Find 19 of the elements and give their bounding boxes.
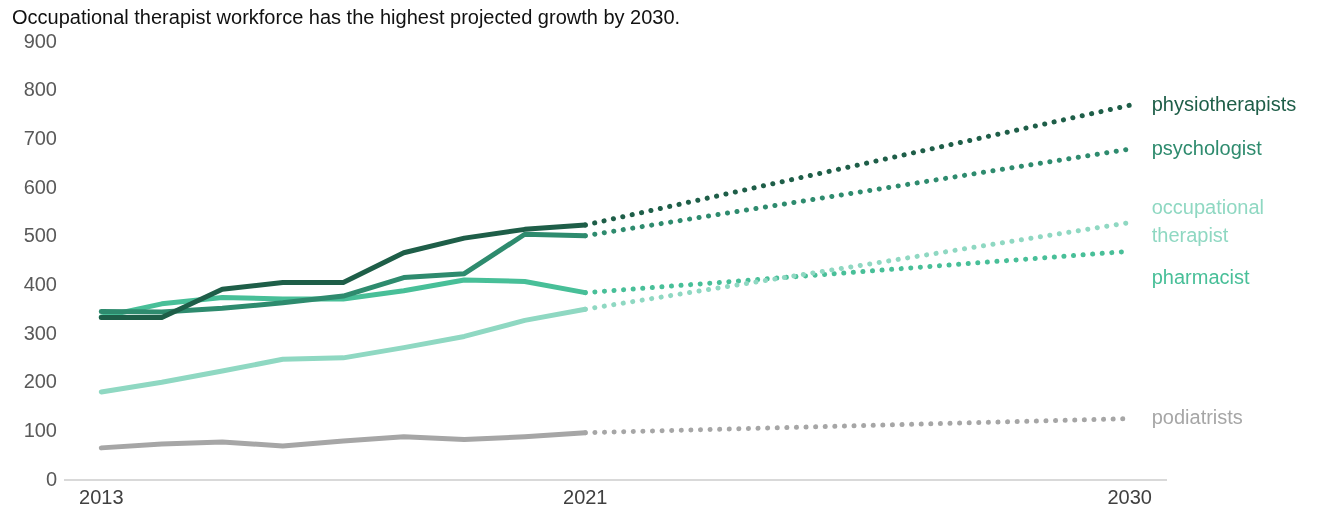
y-tick-label: 400 [23,272,57,295]
series-label: podiatrists [1151,406,1243,429]
y-tick-label: 800 [23,78,57,101]
y-tick-label: 600 [23,175,57,198]
series-label: psychologist [1151,136,1263,159]
y-tick-label: 900 [23,29,57,52]
chart-title: Occupational therapist workforce has the highest projected growth by 2030. [12,6,681,29]
y-tick-label: 0 [45,467,57,490]
y-tick-label: 100 [23,418,57,441]
x-tick-label: 2013 [79,485,124,508]
series-label: pharmacist [1151,266,1250,289]
series-label: physiotherapists [1151,92,1297,115]
series-label: occupational therapist [1151,196,1265,247]
y-tick-label: 200 [23,370,57,393]
y-tick-label: 300 [23,321,57,344]
x-tick-label: 2021 [563,485,608,508]
y-tick-label: 700 [23,126,57,149]
x-tick-label: 2030 [1107,485,1152,508]
y-tick-label: 500 [23,224,57,247]
